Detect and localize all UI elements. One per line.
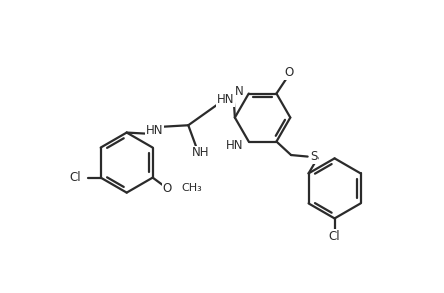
Text: HN: HN: [146, 124, 163, 137]
Text: O: O: [163, 181, 171, 195]
Text: HN: HN: [217, 93, 234, 106]
Text: NH: NH: [192, 146, 210, 159]
Text: O: O: [285, 66, 294, 79]
Text: N: N: [234, 85, 243, 98]
Text: Cl: Cl: [70, 171, 81, 184]
Text: Cl: Cl: [329, 230, 341, 243]
Text: S: S: [310, 150, 317, 163]
Text: HN: HN: [226, 139, 243, 152]
Text: CH₃: CH₃: [181, 183, 202, 193]
